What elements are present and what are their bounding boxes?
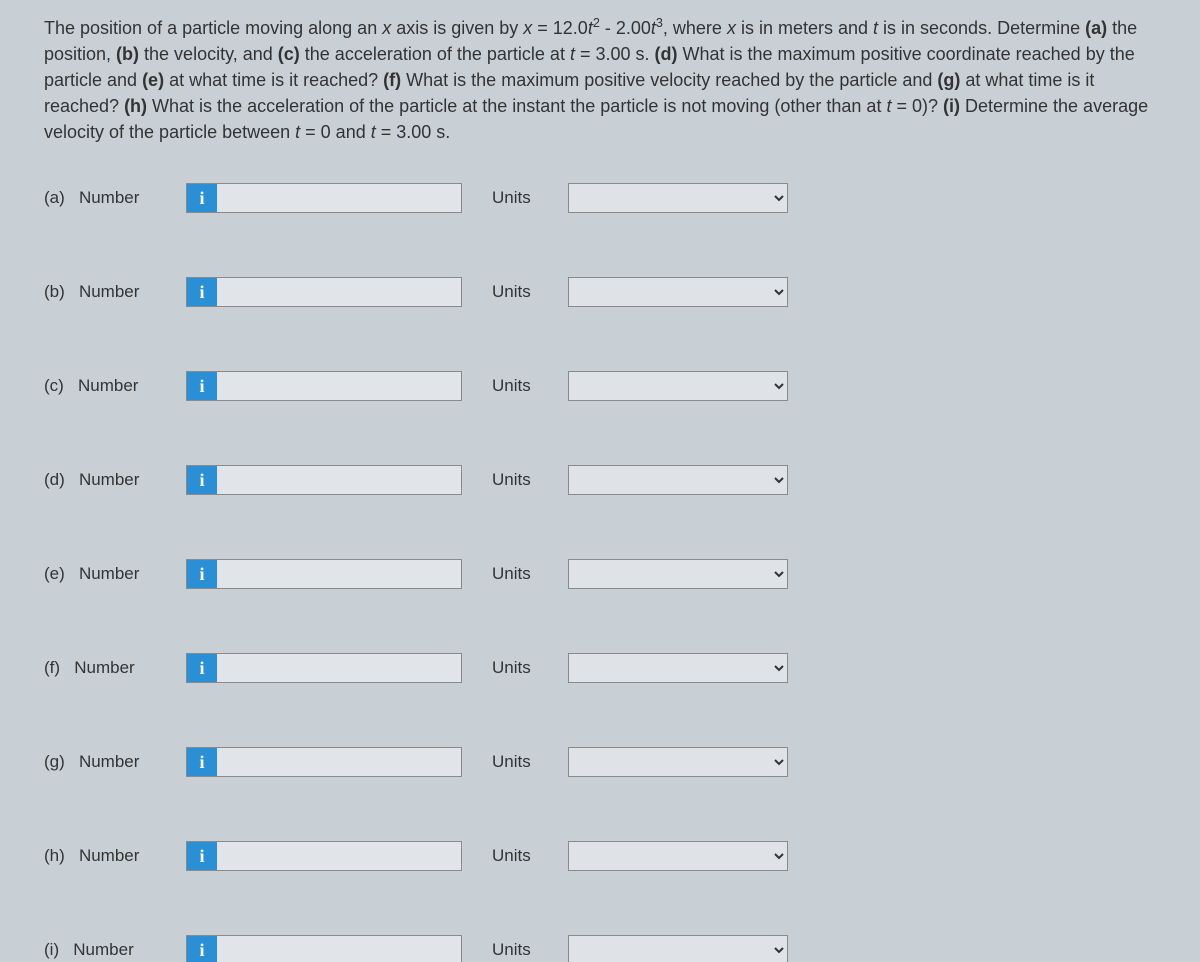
units-label-b: Units xyxy=(492,282,548,302)
answer-row-b: (b) Number Units xyxy=(44,277,1170,307)
number-word: Number xyxy=(79,752,139,771)
answer-row-h: (h) Number Units xyxy=(44,841,1170,871)
number-word: Number xyxy=(79,282,139,301)
part-letter: (a) xyxy=(44,188,65,207)
number-input-wrap-e xyxy=(186,559,462,589)
units-select-h[interactable] xyxy=(568,841,788,871)
info-icon[interactable] xyxy=(187,184,217,212)
part-label-f: (f) Number xyxy=(44,658,186,678)
part-label-d: (d) Number xyxy=(44,470,186,490)
number-input-c[interactable] xyxy=(217,372,461,400)
units-select-i[interactable] xyxy=(568,935,788,962)
part-label-h: (h) Number xyxy=(44,846,186,866)
number-word: Number xyxy=(79,564,139,583)
answer-row-a: (a) Number Units xyxy=(44,183,1170,213)
number-input-wrap-i xyxy=(186,935,462,962)
number-word: Number xyxy=(79,470,139,489)
number-input-e[interactable] xyxy=(217,560,461,588)
part-letter: (f) xyxy=(44,658,60,677)
units-label-c: Units xyxy=(492,376,548,396)
answer-row-i: (i) Number Units xyxy=(44,935,1170,962)
info-icon[interactable] xyxy=(187,842,217,870)
units-select-wrap-i xyxy=(568,935,788,962)
number-input-wrap-d xyxy=(186,465,462,495)
number-word: Number xyxy=(79,846,139,865)
answer-row-c: (c) Number Units xyxy=(44,371,1170,401)
number-word: Number xyxy=(74,658,134,677)
part-letter: (d) xyxy=(44,470,65,489)
number-input-d[interactable] xyxy=(217,466,461,494)
units-label-e: Units xyxy=(492,564,548,584)
number-input-g[interactable] xyxy=(217,748,461,776)
units-select-c[interactable] xyxy=(568,371,788,401)
part-letter: (b) xyxy=(44,282,65,301)
number-input-wrap-c xyxy=(186,371,462,401)
number-word: Number xyxy=(78,376,138,395)
info-icon[interactable] xyxy=(187,560,217,588)
number-input-wrap-a xyxy=(186,183,462,213)
info-icon[interactable] xyxy=(187,372,217,400)
units-select-b[interactable] xyxy=(568,277,788,307)
number-word: Number xyxy=(79,188,139,207)
units-label-d: Units xyxy=(492,470,548,490)
part-label-i: (i) Number xyxy=(44,940,186,960)
problem-text: The position of a particle moving along … xyxy=(44,14,1170,145)
number-input-wrap-f xyxy=(186,653,462,683)
units-label-a: Units xyxy=(492,188,548,208)
units-label-f: Units xyxy=(492,658,548,678)
part-label-a: (a) Number xyxy=(44,188,186,208)
units-select-wrap-h xyxy=(568,841,788,871)
units-select-wrap-d xyxy=(568,465,788,495)
info-icon[interactable] xyxy=(187,654,217,682)
part-label-g: (g) Number xyxy=(44,752,186,772)
number-input-a[interactable] xyxy=(217,184,461,212)
units-label-h: Units xyxy=(492,846,548,866)
number-input-f[interactable] xyxy=(217,654,461,682)
part-letter: (i) xyxy=(44,940,59,959)
units-select-wrap-f xyxy=(568,653,788,683)
answer-row-e: (e) Number Units xyxy=(44,559,1170,589)
units-select-d[interactable] xyxy=(568,465,788,495)
part-letter: (g) xyxy=(44,752,65,771)
number-word: Number xyxy=(73,940,133,959)
number-input-wrap-h xyxy=(186,841,462,871)
part-letter: (c) xyxy=(44,376,64,395)
number-input-i[interactable] xyxy=(217,936,461,962)
info-icon[interactable] xyxy=(187,466,217,494)
part-letter: (h) xyxy=(44,846,65,865)
number-input-b[interactable] xyxy=(217,278,461,306)
units-select-wrap-a xyxy=(568,183,788,213)
units-select-g[interactable] xyxy=(568,747,788,777)
info-icon[interactable] xyxy=(187,748,217,776)
units-select-wrap-c xyxy=(568,371,788,401)
part-letter: (e) xyxy=(44,564,65,583)
answer-row-g: (g) Number Units xyxy=(44,747,1170,777)
units-select-a[interactable] xyxy=(568,183,788,213)
units-select-wrap-e xyxy=(568,559,788,589)
answer-row-f: (f) Number Units xyxy=(44,653,1170,683)
info-icon[interactable] xyxy=(187,936,217,962)
units-label-i: Units xyxy=(492,940,548,960)
number-input-wrap-g xyxy=(186,747,462,777)
number-input-h[interactable] xyxy=(217,842,461,870)
part-label-c: (c) Number xyxy=(44,376,186,396)
number-input-wrap-b xyxy=(186,277,462,307)
answer-rows: (a) NumberUnits(b) NumberUnits(c) Number… xyxy=(44,183,1170,962)
units-select-wrap-g xyxy=(568,747,788,777)
part-label-e: (e) Number xyxy=(44,564,186,584)
info-icon[interactable] xyxy=(187,278,217,306)
part-label-b: (b) Number xyxy=(44,282,186,302)
units-select-e[interactable] xyxy=(568,559,788,589)
units-select-wrap-b xyxy=(568,277,788,307)
units-select-f[interactable] xyxy=(568,653,788,683)
answer-row-d: (d) Number Units xyxy=(44,465,1170,495)
units-label-g: Units xyxy=(492,752,548,772)
